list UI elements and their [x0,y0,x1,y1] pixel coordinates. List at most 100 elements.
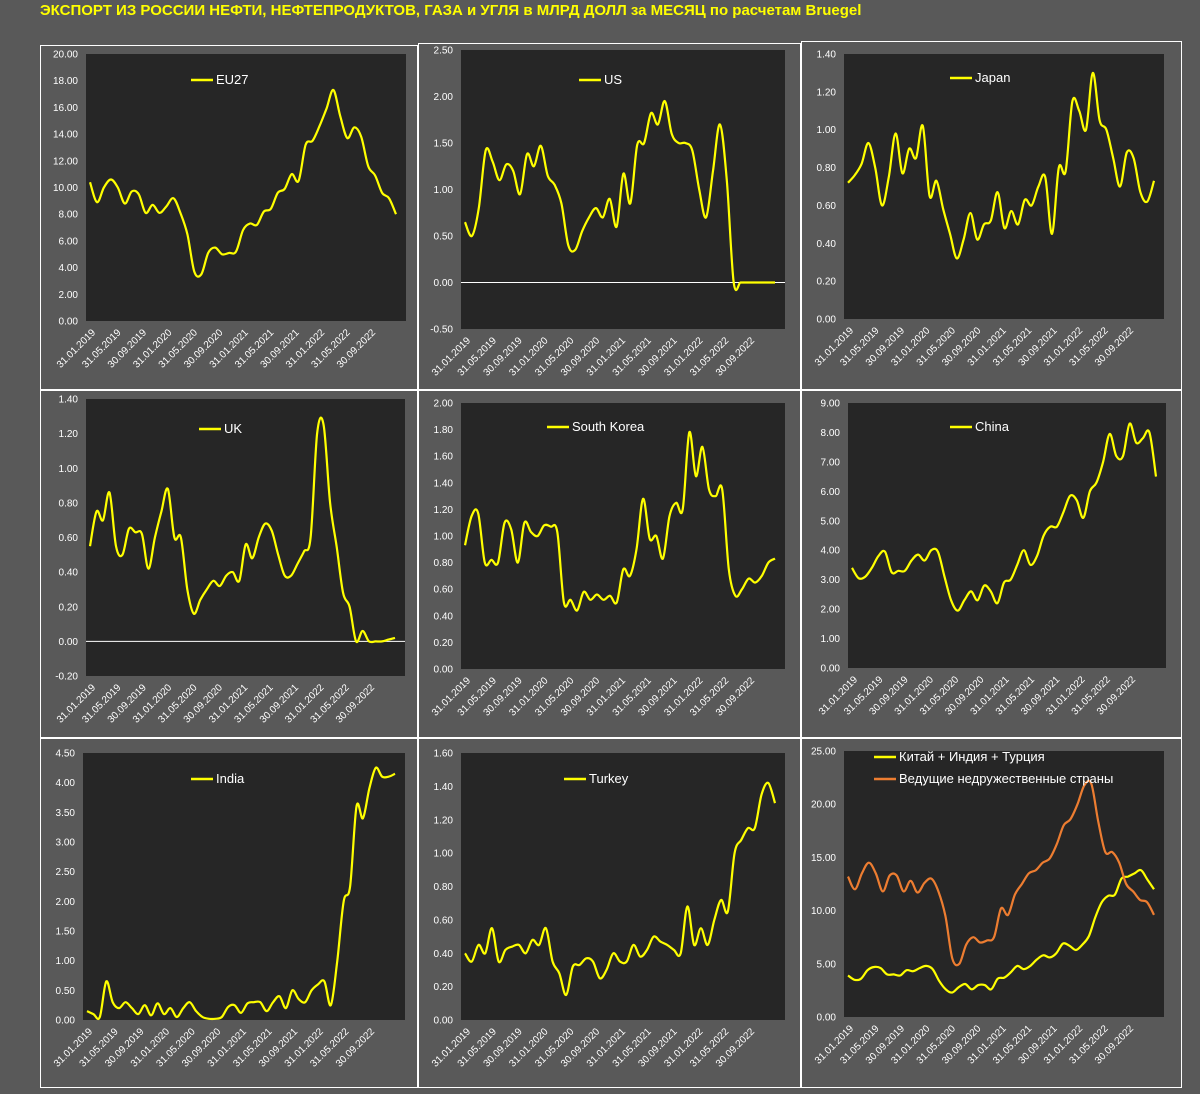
plot-area [461,50,785,329]
y-tick-label: 0.40 [434,611,454,622]
y-tick-label: 18.00 [53,76,78,87]
chart-panel-us: -0.50 0.00 0.50 1.00 1.50 2.00 2.50 31.01.2019 3… [418,43,801,390]
legend-label: Japan [975,70,1010,85]
chart-svg: 0.00 0.20 0.40 0.60 0.80 1.00 1.20 1.40 1.60 1.80… [430,399,785,719]
chart-svg: 0.00 0.50 1.00 1.50 2.00 2.50 3.00 3.50 4.00 4.50… [52,749,405,1070]
y-tick-label: 1.40 [59,395,79,406]
y-tick-label: 0.20 [817,277,837,288]
y-tick-label: 0.00 [59,637,79,648]
legend-label: US [604,72,622,87]
chart-panel-japan: 0.00 0.20 0.40 0.60 0.80 1.00 1.20 1.40 31.01.20… [801,41,1182,390]
chart-svg: -0.500.000.501.001.502.002.5031.01.20193… [430,46,785,379]
page-title: ЭКСПОРТ ИЗ РОССИИ НЕФТИ, НЕФТЕПРОДУКТОВ,… [40,2,862,19]
y-tick-label: 0.80 [434,558,454,569]
y-tick-label: 0.40 [59,568,79,579]
y-tick-label: 1.60 [434,749,454,760]
chart-panel-aggregate: 0.00 5.00 10.00 15.00 20.00 25.00 31.01.2019 31… [801,738,1182,1088]
y-tick-label: 2.00 [434,92,454,103]
y-tick-label: 0.00 [434,665,454,676]
y-tick-label: 1.00 [434,185,454,196]
y-tick-label: 1.80 [434,425,454,436]
y-tick-label: 14.00 [53,130,78,141]
y-tick-label: 10.00 [811,906,836,917]
chart-svg: 0.000.200.400.600.801.001.201.4031.01.20… [813,50,1164,369]
y-tick-label: 3.00 [56,838,76,849]
legend-label: Ведущие недружественные страны [899,771,1113,786]
y-tick-label: 0.40 [817,239,837,250]
y-tick-label: 1.50 [434,139,454,150]
series-line [463,99,776,292]
y-tick-label: 3.50 [56,808,76,819]
y-tick-label: 10.00 [53,183,78,194]
chart-panel-eu27: 0.00 2.00 4.00 6.00 8.00 10.00 12.00 14.00 16.00… [40,45,418,390]
y-tick-label: 2.00 [56,897,76,908]
y-tick-label: 2.00 [821,605,841,616]
plot-area [461,403,785,669]
y-tick-label: 1.00 [821,634,841,645]
y-tick-label: 1.00 [434,849,454,860]
legend-label: EU27 [216,72,249,87]
y-tick-label: 1.40 [817,50,837,61]
y-tick-label: 0.80 [434,882,454,893]
series-line [88,88,398,278]
plot-area [844,751,1164,1017]
y-tick-label: 1.20 [434,505,454,516]
plot-area [848,403,1166,668]
plot-area [844,54,1164,319]
y-tick-label: 0.00 [56,1016,76,1027]
series-line [847,868,1155,994]
chart-panel-south-korea: 0.00 0.20 0.40 0.60 0.80 1.00 1.20 1.40 1.60 1.80… [418,390,801,738]
chart-svg: 0.000.200.400.600.801.001.201.401.6031.0… [430,749,785,1070]
chart-svg: -0.200.000.200.400.600.801.001.201.4031.… [55,395,405,726]
y-tick-label: 0.60 [817,201,837,212]
chart-svg: 0.00 1.00 2.00 3.00 4.00 5.00 6.00 7.00 8.00 9.00… [817,399,1166,718]
y-tick-label: 2.50 [56,867,76,878]
series-line [463,431,776,612]
y-tick-label: 0.60 [59,533,79,544]
y-tick-label: 8.00 [821,428,841,439]
y-tick-label: 1.00 [56,956,76,967]
chart-svg: 0.005.0010.0015.0020.0025.0031.01.201931… [811,747,1164,1067]
y-tick-label: 1.20 [434,815,454,826]
legend-label: China [975,419,1010,434]
y-tick-label: 0.60 [434,585,454,596]
y-tick-label: 0.00 [821,664,841,675]
chart-svg: 0.00 2.00 4.00 6.00 8.00 10.00 12.00 14.00 16.00… [53,50,406,371]
y-tick-label: 1.00 [59,464,79,475]
y-tick-label: 4.00 [821,546,841,557]
y-tick-label: -0.50 [430,325,453,336]
y-tick-label: 0.00 [817,315,837,326]
y-tick-label: 12.00 [53,156,78,167]
y-tick-label: 1.20 [817,87,837,98]
y-tick-label: 0.80 [817,163,837,174]
y-tick-label: 0.00 [59,317,79,328]
y-tick-label: 6.00 [59,236,79,247]
y-tick-label: 5.00 [821,516,841,527]
y-tick-label: 1.60 [434,452,454,463]
legend-label: Turkey [589,771,629,786]
plot-area [86,54,406,321]
legend-label: Китай + Индия + Турция [899,749,1045,764]
y-tick-label: 2.50 [434,46,454,57]
y-tick-label: 2.00 [59,290,79,301]
series-line [86,766,396,1021]
series-line [88,416,396,644]
chart-panel-china: 0.00 1.00 2.00 3.00 4.00 5.00 6.00 7.00 8.00 9.00… [801,390,1182,738]
chart-panel-uk: -0.20 0.00 0.20 0.40 0.60 0.80 1.00 1.20 1.40 31.… [40,390,418,738]
y-tick-label: 16.00 [53,103,78,114]
y-tick-label: 0.40 [434,949,454,960]
legend-label: South Korea [572,419,645,434]
y-tick-label: 1.50 [56,927,76,938]
y-tick-label: 1.00 [817,125,837,136]
y-tick-label: 9.00 [821,399,841,410]
y-tick-label: 4.00 [59,263,79,274]
y-tick-label: 1.40 [434,478,454,489]
y-tick-label: 5.00 [817,959,837,970]
y-tick-label: 0.20 [59,602,79,613]
y-tick-label: 0.80 [59,498,79,509]
y-tick-label: 0.20 [434,638,454,649]
y-tick-label: 0.00 [817,1013,837,1024]
chart-panel-india: 0.00 0.50 1.00 1.50 2.00 2.50 3.00 3.50 4.00 4.50… [40,738,418,1088]
y-tick-label: 2.00 [434,399,454,410]
y-tick-label: 1.20 [59,429,79,440]
